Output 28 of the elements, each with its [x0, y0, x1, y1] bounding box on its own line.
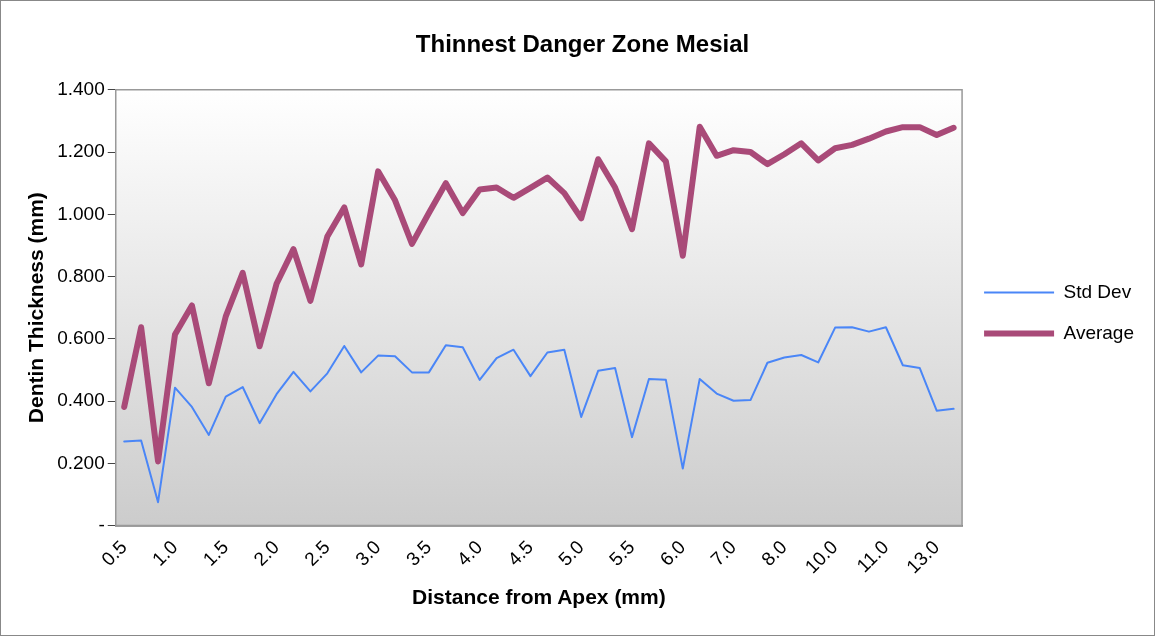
x-tick-label: 1.0	[147, 536, 182, 570]
x-tick-label: 4.0	[452, 536, 487, 570]
y-axis-title: Dentin Thickness (mm)	[24, 192, 48, 424]
x-tick-label: 2.5	[300, 536, 334, 570]
y-tick-label: 0.600	[57, 327, 105, 349]
x-tick-label: 4.5	[503, 536, 537, 570]
x-tick-label: 1.5	[198, 536, 233, 570]
x-tick-label: 3.0	[351, 536, 385, 570]
x-tick-label: 7.0	[706, 536, 741, 570]
y-tick-label: 1.000	[57, 202, 105, 224]
x-tick-label: 11.0	[852, 536, 893, 577]
x-tick-label: 5.5	[605, 536, 639, 570]
y-tick-label: 0.200	[57, 451, 105, 473]
legend-label: Average	[1063, 321, 1135, 343]
x-tick-label: 5.0	[554, 536, 588, 570]
y-tick-label: 1.400	[57, 78, 105, 100]
y-tick-label: 0.800	[57, 264, 105, 286]
x-tick-label: 3.5	[401, 536, 436, 570]
chart-title: Thinnest Danger Zone Mesial	[415, 30, 750, 58]
y-tick-label: -	[98, 513, 105, 535]
x-tick-label: 8.0	[757, 536, 791, 570]
x-axis-title: Distance from Apex (mm)	[412, 585, 666, 609]
x-tick-label: 6.0	[655, 536, 690, 570]
y-tick-label: 0.400	[57, 389, 105, 411]
legend-label: Std Dev	[1063, 280, 1132, 302]
y-tick-label: 1.200	[57, 140, 105, 162]
x-tick-label: 0.5	[97, 536, 131, 570]
x-tick-label: 2.0	[249, 536, 284, 570]
